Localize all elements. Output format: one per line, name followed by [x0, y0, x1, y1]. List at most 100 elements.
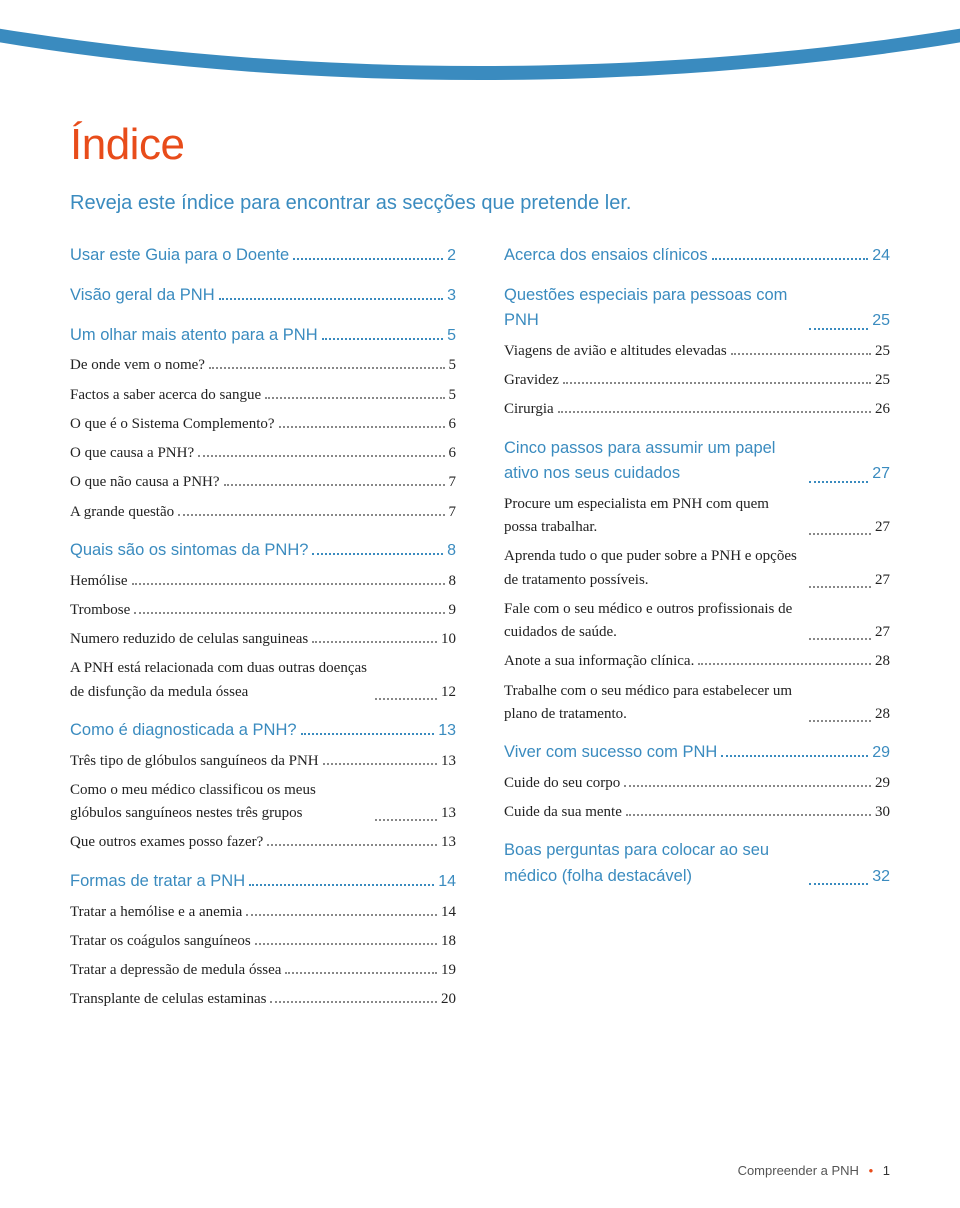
toc-sub-label: De onde vem o nome?	[70, 354, 205, 377]
toc-sub-label: Fale com o seu médico e outros profissio…	[504, 601, 792, 640]
toc-row: Boas perguntas para colocar ao seu médic…	[504, 838, 890, 889]
toc-section-label: Como é diagnosticada a PNH?	[70, 718, 297, 744]
toc-row: Viver com sucesso com PNH29	[504, 740, 890, 766]
dot-leader	[267, 833, 437, 847]
footer-page-number: 1	[883, 1163, 890, 1178]
toc-page-number: 6	[449, 413, 457, 436]
toc-row: Trombose 9	[70, 599, 456, 622]
toc-page-number: 6	[449, 442, 457, 465]
toc-page-number: 2	[447, 244, 456, 269]
toc-row: Tratar a hemólise e a anemia14	[70, 901, 456, 924]
page-subtitle: Reveja este índice para encontrar as sec…	[70, 192, 890, 215]
toc-page-number: 27	[875, 516, 890, 539]
toc-page-number: 29	[872, 741, 890, 766]
toc-sub-label: O que é o Sistema Complemento?	[70, 413, 275, 436]
toc-section-label: Questões especiais para pessoas com PNH	[504, 286, 787, 330]
toc-section-label: Cinco passos para assumir um papel ativo…	[504, 439, 775, 483]
dot-leader	[563, 371, 871, 385]
toc-sub-label: Cuide da sua mente	[504, 801, 622, 824]
toc-page-number: 9	[449, 599, 457, 622]
toc-page-number: 5	[449, 354, 457, 377]
toc-sub-label: Cuide do seu corpo	[504, 772, 620, 795]
toc-page-number: 7	[449, 471, 457, 494]
toc-columns: Usar este Guia para o Doente 2 Visão geral…	[70, 243, 890, 1018]
dot-leader	[246, 902, 437, 916]
dot-leader	[731, 341, 871, 355]
toc-page-number: 28	[875, 650, 890, 673]
dot-leader	[198, 444, 444, 458]
toc-section-label: Usar este Guia para o Doente	[70, 243, 289, 269]
toc-row: Tratar os coágulos sanguíneos18	[70, 930, 456, 953]
toc-page-number: 14	[438, 870, 456, 895]
dot-leader	[255, 931, 437, 945]
dot-leader	[558, 400, 871, 414]
toc-page-number: 13	[441, 750, 456, 773]
dot-leader	[624, 773, 871, 787]
toc-section-label: Quais são os sintomas da PNH?	[70, 538, 308, 564]
toc-row: Um olhar mais atento para a PNH5	[70, 323, 456, 349]
toc-sub-label: Três tipo de glóbulos sanguíneos da PNH	[70, 750, 319, 773]
toc-page-number: 5	[447, 324, 456, 349]
dot-leader	[178, 502, 444, 516]
toc-row: Cuide da sua mente30	[504, 801, 890, 824]
toc-row: O que é o Sistema Complemento? 6	[70, 413, 456, 436]
dot-leader	[375, 686, 437, 700]
toc-page-number: 29	[875, 772, 890, 795]
toc-sub-label: Procure um especialista em PNH com quem …	[504, 496, 769, 535]
dot-leader	[809, 709, 871, 723]
dot-leader	[809, 574, 871, 588]
toc-row: Questões especiais para pessoas com PNH 2…	[504, 283, 890, 334]
toc-sub-label: Transplante de celulas estaminas	[70, 988, 266, 1011]
toc-row: Trabalhe com o seu médico para estabelec…	[504, 680, 890, 727]
toc-row: Usar este Guia para o Doente 2	[70, 243, 456, 269]
toc-row: A grande questão7	[70, 501, 456, 524]
toc-row: Numero reduzido de celulas sanguineas 10	[70, 628, 456, 651]
dot-leader	[712, 247, 869, 261]
dot-leader	[209, 356, 445, 370]
dot-leader	[323, 751, 437, 765]
toc-sub-label: Trombose	[70, 599, 130, 622]
toc-page-number: 25	[875, 340, 890, 363]
toc-page-number: 26	[875, 398, 890, 421]
toc-row: Que outros exames posso fazer?13	[70, 831, 456, 854]
toc-page-number: 25	[872, 309, 890, 334]
toc-row: A PNH está relacionada com duas outras d…	[70, 657, 456, 704]
toc-row: Como o meu médico classificou os meus gl…	[70, 779, 456, 826]
toc-row: Anote a sua informação clínica.28	[504, 650, 890, 673]
dot-leader	[721, 744, 868, 758]
toc-row: Visão geral da PNH3	[70, 283, 456, 309]
toc-row: Acerca dos ensaios clínicos24	[504, 243, 890, 269]
toc-page-number: 5	[449, 384, 457, 407]
toc-row: Viagens de avião e altitudes elevadas25	[504, 340, 890, 363]
dot-leader	[224, 473, 445, 487]
toc-row: Cinco passos para assumir um papel ativo…	[504, 436, 890, 487]
dot-leader	[265, 385, 444, 399]
dot-leader	[293, 247, 443, 261]
toc-sub-label: O que não causa a PNH?	[70, 471, 220, 494]
dot-leader	[134, 600, 444, 614]
dot-leader	[375, 808, 437, 822]
dot-leader	[809, 872, 868, 886]
toc-sub-label: Aprenda tudo o que puder sobre a PNH e o…	[504, 548, 797, 587]
toc-sub-label: Hemólise	[70, 570, 128, 593]
toc-page-number: 10	[441, 628, 456, 651]
toc-row: Cirurgia 26	[504, 398, 890, 421]
toc-sub-label: Cirurgia	[504, 398, 554, 421]
page-title: Índice	[70, 120, 890, 170]
toc-row: Fale com o seu médico e outros profissio…	[504, 598, 890, 645]
toc-row: Factos a saber acerca do sangue5	[70, 384, 456, 407]
toc-page-number: 27	[875, 621, 890, 644]
toc-row: Cuide do seu corpo 29	[504, 772, 890, 795]
footer-bullet-icon: •	[869, 1163, 874, 1178]
toc-sub-label: Numero reduzido de celulas sanguineas	[70, 628, 308, 651]
toc-sub-label: Tratar os coágulos sanguíneos	[70, 930, 251, 953]
dot-leader	[132, 571, 445, 585]
toc-sub-label: A PNH está relacionada com duas outras d…	[70, 660, 367, 699]
toc-page-number: 13	[441, 802, 456, 825]
toc-sub-label: Trabalhe com o seu médico para estabelec…	[504, 683, 792, 722]
dot-leader	[279, 414, 445, 428]
toc-page-number: 32	[872, 865, 890, 890]
toc-page-number: 28	[875, 703, 890, 726]
toc-row: Tratar a depressão de medula óssea19	[70, 959, 456, 982]
toc-row: Transplante de celulas estaminas20	[70, 988, 456, 1011]
